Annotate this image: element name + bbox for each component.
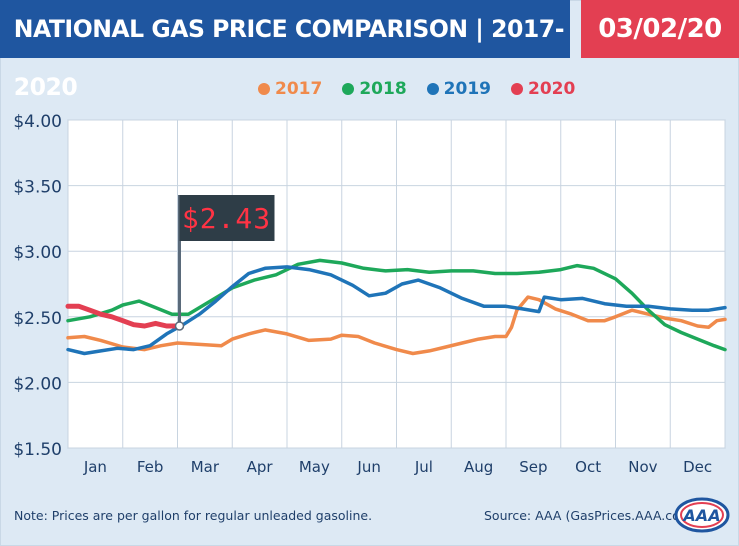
- y-tick-label: $4.00: [13, 112, 62, 132]
- x-tick-label: Dec: [683, 458, 712, 476]
- legend-swatch: [510, 83, 523, 95]
- x-tick-label: Jan: [83, 458, 107, 476]
- legend-label: 2020: [527, 79, 576, 99]
- annotation-marker: [174, 321, 185, 331]
- legend-swatch: [258, 83, 270, 95]
- y-tick-label: $1.50: [13, 440, 62, 460]
- series-line-2018: [66, 258, 727, 352]
- annotation-label: $2.43: [182, 202, 271, 235]
- footnote: Note: Prices are per gallon for regular …: [14, 508, 373, 523]
- legend-item-2020: 2020: [510, 78, 576, 100]
- series-line-2019: [66, 265, 727, 356]
- legend-item-2018: 2018: [342, 78, 407, 100]
- x-tick-label: Mar: [191, 458, 220, 476]
- x-tick-label: Jul: [414, 458, 433, 476]
- source-credit: Source: AAA (GasPrices.AAA.com): [484, 508, 697, 523]
- date-badge: 03/02/20: [581, 0, 739, 58]
- legend-swatch: [342, 83, 355, 95]
- annotation-flag: [179, 195, 275, 241]
- aaa-logo-icon: AAA: [674, 497, 730, 533]
- x-tick-label: Sep: [519, 458, 547, 476]
- aaa-logo-text: AAA: [681, 506, 720, 525]
- legend-item-2019: 2019: [426, 78, 491, 100]
- x-tick-label: Feb: [137, 458, 164, 476]
- legend-swatch: [426, 83, 439, 95]
- y-tick-label: $2.50: [13, 309, 62, 329]
- series-line-2020: [65, 303, 180, 329]
- legend-label: 2019: [443, 79, 491, 99]
- x-tick-label: Jun: [356, 458, 380, 476]
- x-tick-label: May: [299, 458, 330, 476]
- chart-title: NATIONAL GAS PRICE COMPARISON | 2017-202…: [0, 0, 570, 101]
- chart-legend: 2017 2018 2019 2020: [258, 78, 575, 100]
- x-tick-label: Aug: [464, 458, 493, 476]
- y-tick-label: $3.50: [13, 178, 62, 198]
- series-line-2017: [66, 295, 727, 356]
- x-tick-label: Oct: [575, 458, 601, 476]
- legend-label: 2018: [359, 79, 407, 99]
- x-tick-label: Apr: [247, 458, 274, 476]
- legend-label: 2017: [275, 79, 323, 99]
- y-tick-label: $3.00: [13, 243, 62, 263]
- x-tick-label: Nov: [628, 458, 657, 476]
- legend-item-2017: 2017: [258, 78, 322, 100]
- y-tick-label: $2.00: [13, 374, 62, 394]
- header: NATIONAL GAS PRICE COMPARISON | 2017-202…: [0, 0, 739, 101]
